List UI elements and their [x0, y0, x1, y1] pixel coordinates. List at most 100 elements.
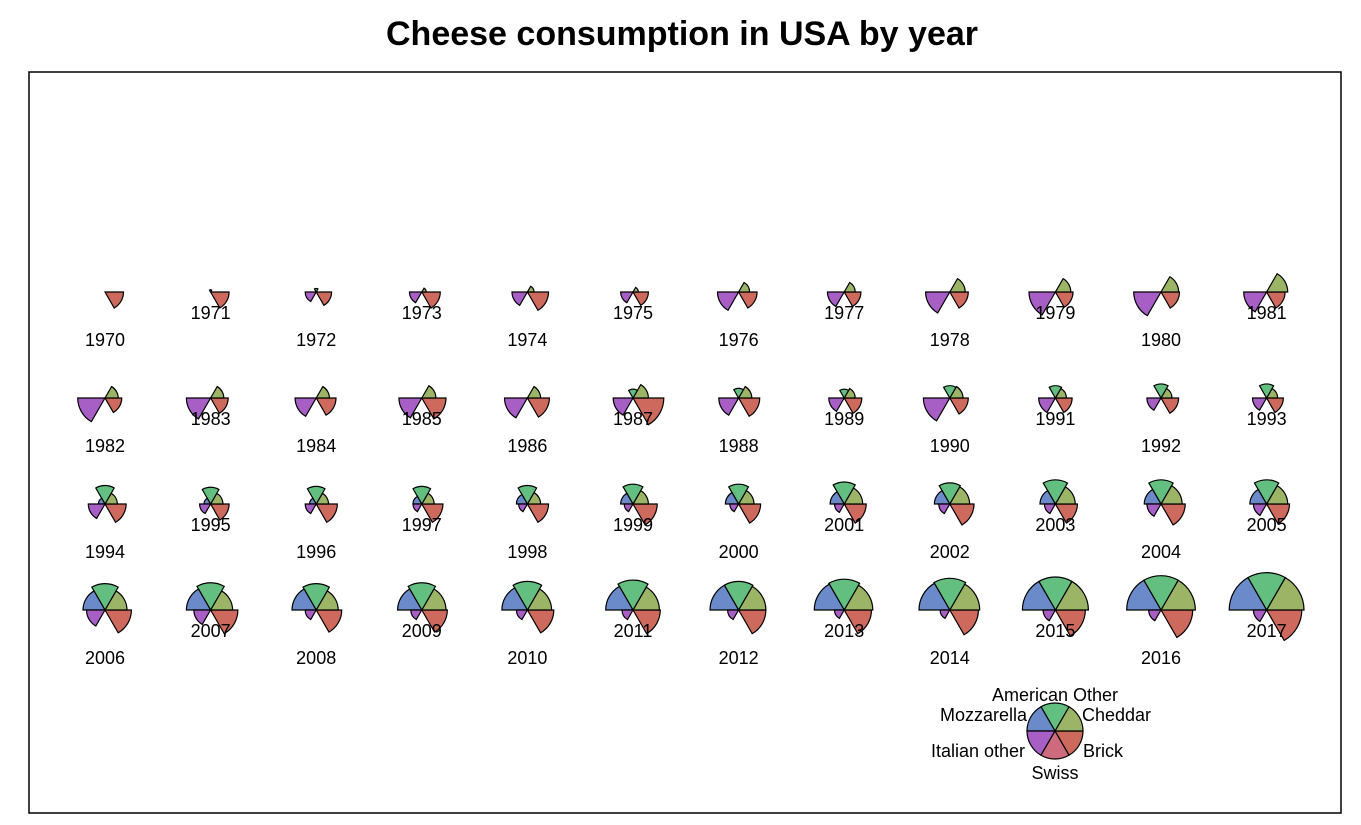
star-1989: 1989	[824, 387, 864, 429]
star-1982: 1982	[77, 385, 125, 456]
segment-1998-swiss	[517, 503, 529, 513]
star-2017: 2017	[1228, 572, 1305, 642]
segment-1992-swiss	[1146, 397, 1163, 412]
star-1991: 1991	[1035, 385, 1075, 429]
star-1983: 1983	[185, 385, 231, 429]
segment-2014-mozzarella	[933, 577, 967, 612]
segment-1982-american-other	[103, 385, 119, 399]
star-2001: 2001	[824, 481, 867, 535]
segment-1980-american-other	[1159, 275, 1180, 293]
segment-1995-mozzarella	[201, 486, 220, 506]
star-1975: 1975	[613, 286, 653, 323]
year-label: 1999	[613, 515, 653, 535]
year-label: 2003	[1035, 515, 1075, 535]
segment-1990-swiss	[922, 397, 951, 422]
segment-1980-cheddar	[1159, 291, 1181, 309]
year-label: 1980	[1141, 330, 1181, 350]
star-1988: 1988	[718, 385, 761, 456]
year-label: 2015	[1035, 621, 1075, 641]
year-label: 1975	[613, 303, 653, 323]
star-1974: 1974	[507, 285, 550, 350]
year-label: 2006	[85, 648, 125, 668]
key-label-american-other: American Other	[992, 685, 1118, 705]
year-label: 1973	[402, 303, 442, 323]
segment-2014-italian-other	[918, 582, 951, 611]
segment-1979-swiss	[1028, 291, 1057, 316]
segment-2006-italian-other	[82, 590, 107, 611]
segment-1999-mozzarella	[622, 483, 644, 506]
segment-2006-mozzarella	[90, 583, 120, 612]
segment-2004-swiss	[1146, 503, 1163, 518]
year-label: 1987	[613, 409, 653, 429]
segment-2008-italian-other	[291, 588, 318, 611]
segment-1984-cheddar	[315, 397, 337, 416]
segment-1989-swiss	[828, 397, 846, 413]
segment-1972-cheddar	[315, 291, 333, 307]
segment-1987-mozzarella	[627, 388, 639, 400]
segment-1987-swiss	[612, 397, 635, 416]
key-segment-brick	[1040, 729, 1070, 760]
segment-1977-american-other	[843, 281, 856, 293]
segment-1976-cheddar	[737, 291, 758, 309]
star-1972: 1972	[296, 287, 336, 350]
year-label: 2004	[1141, 542, 1181, 562]
segment-2003-italian-other	[1039, 489, 1057, 505]
star-1970: 1970	[85, 291, 125, 350]
star-2011: 2011	[605, 579, 661, 641]
year-label: 2014	[930, 648, 970, 668]
segment-1975-swiss	[620, 291, 635, 304]
segment-1975-american-other	[631, 286, 639, 293]
segment-1991-mozzarella	[1048, 385, 1063, 400]
segment-1990-mozzarella	[942, 385, 957, 400]
segment-1999-swiss	[623, 503, 635, 513]
segment-2004-cheddar	[1159, 503, 1186, 526]
segment-2007-swiss	[193, 609, 212, 626]
year-label: 2001	[824, 515, 864, 535]
star-1999: 1999	[613, 483, 658, 535]
segment-1972-swiss	[304, 291, 318, 303]
segment-1989-cheddar	[843, 397, 863, 415]
star-1990: 1990	[922, 385, 970, 456]
segment-1985-swiss	[398, 397, 423, 419]
star-2012: 2012	[709, 580, 767, 668]
segment-1998-cheddar	[526, 503, 550, 524]
segment-2017-swiss	[1252, 609, 1268, 623]
star-2009: 2009	[396, 582, 448, 641]
segment-2007-italian-other	[185, 588, 212, 611]
segment-1986-cheddar	[526, 397, 551, 418]
year-label: 2010	[507, 648, 547, 668]
segment-1978-swiss	[924, 291, 951, 314]
year-label: 1986	[507, 436, 547, 456]
segment-2010-italian-other	[501, 587, 529, 611]
star-1976: 1976	[716, 281, 759, 350]
segment-2016-italian-other	[1126, 579, 1163, 611]
segment-1999-italian-other	[620, 492, 635, 505]
stars-layer: 1970 1971 1972 1973 1974 1975 1976 1977 1978 1979…	[77, 272, 1305, 668]
year-label: 2007	[191, 621, 231, 641]
segment-2009-mozzarella	[407, 582, 437, 612]
segment-1983-cheddar	[209, 397, 229, 415]
segment-2002-swiss	[938, 503, 951, 515]
year-label: 2000	[719, 542, 759, 562]
star-1996: 1996	[296, 485, 338, 562]
year-label: 2017	[1247, 621, 1287, 641]
segment-1987-cheddar	[631, 397, 665, 426]
year-label: 1979	[1035, 303, 1075, 323]
key-label-italian-other: Italian other	[931, 741, 1025, 761]
star-1979: 1979	[1028, 277, 1075, 323]
segment-2005-cheddar	[1265, 503, 1291, 525]
key-label-mozzarella: Mozzarella	[940, 705, 1028, 725]
star-1986: 1986	[503, 385, 551, 456]
segment-2009-italian-other	[396, 588, 423, 611]
segment-1988-mozzarella	[732, 387, 745, 400]
segment-2000-mozzarella	[727, 483, 750, 506]
segment-1983-swiss	[185, 397, 212, 420]
star-2008: 2008	[291, 583, 343, 668]
segment-1988-american-other	[737, 385, 753, 399]
year-label: 1996	[296, 542, 336, 562]
star-1992: 1992	[1141, 383, 1181, 456]
year-label: 1988	[719, 436, 759, 456]
star-2010: 2010	[501, 580, 555, 668]
star-1980: 1980	[1133, 275, 1181, 350]
